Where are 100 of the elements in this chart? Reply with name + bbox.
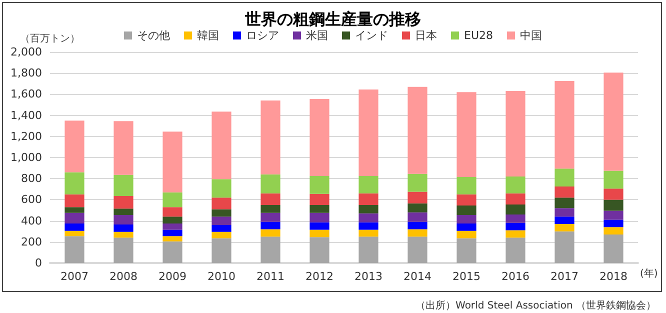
bar [64,236,84,263]
legend-label: その他 [137,29,170,42]
bar [310,194,330,205]
bar [408,174,428,192]
bar [358,204,378,214]
bar [260,193,280,205]
bar [310,212,330,222]
legend-label: 日本 [415,29,437,42]
x-tick-label: 2017 [550,270,578,283]
bar [408,222,428,230]
bar [64,194,84,208]
y-tick-label: 1,200 [10,130,42,143]
bar [212,209,232,217]
legend-label: 中国 [520,29,542,42]
bar [212,232,232,238]
x-tick-label: 2016 [502,270,530,283]
bar [604,170,624,189]
bar [408,192,428,204]
bar [604,210,624,220]
bar [162,192,182,208]
bar [162,216,182,224]
legend-label: 米国 [306,29,328,42]
x-tick-label: 2007 [60,270,88,283]
x-tick-label: 2018 [600,270,628,283]
bar [456,230,476,238]
x-tick-label: 2010 [208,270,236,283]
bar [506,214,526,223]
bar [212,112,232,180]
bar [162,132,182,192]
bar [554,186,574,198]
y-tick-label: 1,400 [10,108,42,122]
bar [162,236,182,242]
bar [358,193,378,205]
bar [114,232,134,238]
bar [310,204,330,213]
bar [604,227,624,235]
bar [604,200,624,211]
bar [162,223,182,230]
bar [114,208,134,215]
x-axis-title: (年) [640,268,658,280]
bar [260,204,280,213]
bar [260,229,280,237]
bar [64,212,84,224]
bar [162,230,182,236]
bar [310,222,330,230]
bar [456,215,476,224]
bar [310,176,330,194]
x-tick-label: 2009 [158,270,186,283]
y-axis-title: （百万トン） [20,34,80,44]
bar [408,203,428,212]
x-tick-label: 2014 [404,270,432,283]
bar [114,196,134,209]
y-tick-label: 2,000 [10,46,42,58]
bar [114,224,134,232]
bar [456,194,476,206]
bar [114,174,134,196]
bar [358,213,378,222]
bar [506,222,526,230]
bar [506,230,526,238]
x-tick-label: 2008 [110,270,138,283]
y-tick-label: 1,600 [10,88,42,101]
bar [212,198,232,210]
bar [554,224,574,232]
bar [506,238,526,263]
bar [554,208,574,217]
bar [456,177,476,194]
bar [604,188,624,200]
bar [604,72,624,171]
bar [260,100,280,174]
bar [554,81,574,169]
bar [310,98,330,176]
bar [358,222,378,230]
x-tick-label: 2012 [306,270,334,283]
bar [162,241,182,263]
bar [260,222,280,230]
bar [260,236,280,263]
bar [260,212,280,222]
bar [408,229,428,237]
legend-label: ロシア [246,29,279,42]
bar [64,223,84,231]
bar [358,89,378,176]
bar [64,207,84,213]
bar [64,120,84,172]
bar [358,230,378,237]
bar [310,237,330,263]
bar [64,172,84,194]
bar [506,204,526,214]
bar [114,121,134,175]
text: （出所）World Steel Association （世界鉄鋼協会） [416,300,656,312]
legend-label: EU28 [464,29,493,42]
x-tick-label: 2011 [256,270,284,283]
bar [506,176,526,194]
bar [604,220,624,228]
bar [212,216,232,226]
bar [310,230,330,238]
bar [260,174,280,194]
legend-label: インド [355,29,388,42]
bar [456,206,476,215]
bar [162,207,182,217]
x-tick-label: 2013 [354,270,382,283]
